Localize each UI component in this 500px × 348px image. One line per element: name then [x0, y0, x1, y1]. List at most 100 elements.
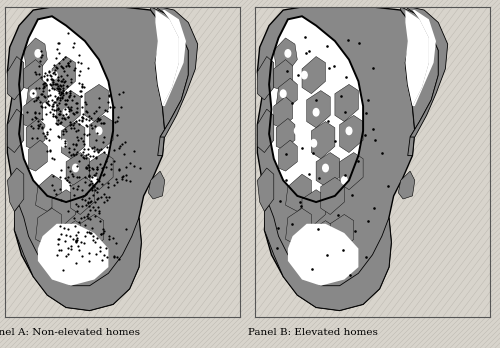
Point [41, 104, 49, 110]
Point [54, 133, 62, 139]
Point [24, 109, 32, 114]
Point [112, 180, 120, 185]
Point [85, 173, 93, 179]
Point [70, 67, 78, 72]
Point [70, 151, 78, 157]
Polygon shape [26, 78, 48, 109]
Point [28, 116, 36, 121]
Point [38, 124, 46, 129]
Point [54, 106, 62, 112]
Point [33, 135, 41, 141]
Point [42, 148, 50, 154]
Point [79, 139, 87, 144]
Point [42, 77, 50, 82]
Point [72, 238, 80, 244]
Polygon shape [274, 97, 292, 128]
Point [61, 116, 69, 121]
Point [56, 95, 64, 101]
Point [86, 153, 94, 159]
Text: Panel A: Non-elevated homes: Panel A: Non-elevated homes [0, 328, 140, 337]
Circle shape [346, 127, 352, 135]
Point [58, 82, 66, 88]
Point [102, 144, 110, 150]
Point [106, 161, 114, 167]
Point [70, 146, 78, 152]
Point [40, 93, 48, 98]
Point [136, 165, 144, 171]
Point [72, 223, 80, 228]
Point [100, 252, 108, 258]
Point [58, 78, 66, 84]
Point [120, 173, 128, 179]
Polygon shape [24, 38, 48, 72]
Point [44, 101, 52, 106]
Point [87, 179, 95, 184]
Point [70, 215, 78, 221]
Point [44, 68, 52, 74]
Point [94, 115, 102, 120]
Point [56, 88, 64, 94]
Point [52, 191, 60, 197]
Point [30, 109, 38, 114]
Point [90, 145, 98, 150]
Point [68, 110, 76, 116]
Point [47, 82, 55, 87]
Point [78, 196, 86, 202]
Point [67, 125, 75, 131]
Point [94, 186, 102, 191]
Point [54, 118, 62, 123]
Point [76, 239, 84, 245]
Point [72, 238, 80, 243]
Point [74, 134, 82, 140]
Point [72, 65, 80, 71]
Point [114, 256, 122, 261]
Point [276, 198, 284, 204]
Point [84, 151, 92, 156]
Point [372, 137, 380, 143]
Point [84, 173, 92, 179]
Point [64, 30, 72, 36]
Point [84, 200, 92, 206]
Point [301, 34, 309, 40]
Point [30, 111, 38, 116]
Text: Panel B: Elevated homes: Panel B: Elevated homes [248, 328, 378, 337]
Point [50, 87, 58, 92]
Point [56, 223, 64, 229]
Point [64, 72, 72, 78]
Point [55, 40, 63, 46]
Point [339, 247, 347, 253]
Point [64, 114, 72, 119]
Point [45, 88, 53, 93]
Point [46, 148, 54, 153]
Point [104, 100, 112, 105]
Point [100, 199, 108, 205]
Point [104, 181, 112, 186]
Polygon shape [321, 177, 344, 214]
Point [90, 183, 98, 189]
Point [57, 167, 65, 173]
Point [109, 235, 117, 240]
Point [82, 108, 90, 114]
Point [102, 109, 110, 114]
Point [78, 81, 86, 87]
Point [61, 143, 69, 149]
Point [34, 125, 42, 131]
Point [69, 185, 77, 191]
Point [92, 137, 100, 143]
Point [54, 111, 62, 116]
Point [48, 76, 56, 81]
Point [62, 84, 70, 89]
Polygon shape [286, 174, 312, 211]
Point [40, 73, 48, 79]
Point [50, 103, 58, 109]
Point [346, 272, 354, 277]
Point [40, 84, 48, 90]
Point [70, 120, 78, 125]
Point [66, 89, 74, 94]
Point [98, 257, 106, 263]
Circle shape [302, 71, 307, 79]
Point [72, 201, 80, 207]
Point [48, 103, 56, 109]
Point [116, 166, 124, 172]
Point [72, 151, 80, 157]
